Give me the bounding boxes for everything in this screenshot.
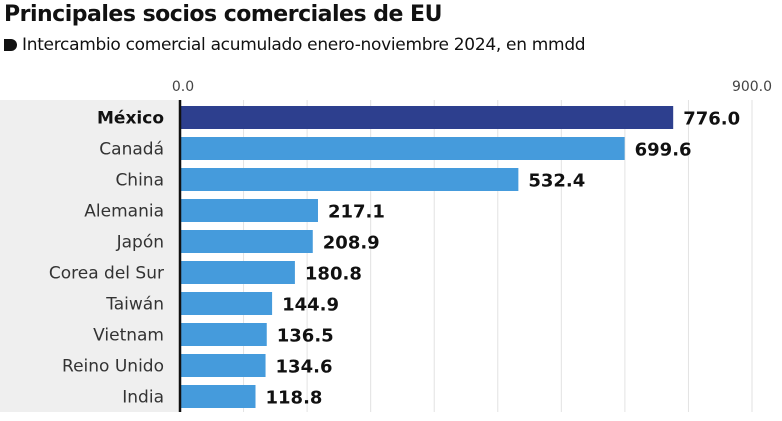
bar: [180, 323, 267, 346]
category-label: Reino Unido: [62, 357, 164, 377]
bar: [180, 137, 625, 160]
label-background: [0, 100, 180, 412]
value-label: 134.6: [276, 357, 333, 378]
category-label: Alemania: [84, 202, 164, 222]
value-label: 144.9: [282, 295, 339, 316]
x-tick-label: 900.0: [732, 79, 772, 95]
category-label: Corea del Sur: [49, 264, 164, 284]
category-label: India: [122, 388, 164, 408]
category-label: Taiwán: [105, 295, 164, 315]
value-label: 699.6: [635, 140, 692, 161]
bar: [180, 261, 295, 284]
chart-title: Principales socios comerciales de EU: [4, 2, 442, 27]
bar: [180, 230, 313, 253]
category-label: China: [115, 171, 164, 191]
category-label: Japón: [116, 233, 164, 253]
bar: [180, 292, 273, 315]
value-label: 217.1: [328, 202, 385, 223]
bullet-icon: [4, 39, 17, 51]
value-label: 180.8: [305, 264, 362, 285]
subtitle-text: Intercambio comercial acumulado enero-no…: [22, 35, 586, 55]
bar: [180, 385, 256, 408]
category-label: Vietnam: [93, 326, 164, 346]
bar: [180, 199, 318, 222]
value-label: 118.8: [266, 388, 323, 409]
category-label: Canadá: [99, 140, 164, 160]
value-label: 532.4: [528, 171, 585, 192]
x-tick-label: 0.0: [172, 79, 194, 95]
chart-subtitle: Intercambio comercial acumulado enero-no…: [4, 35, 586, 55]
value-label: 208.9: [323, 233, 380, 254]
category-label: México: [97, 109, 164, 129]
value-label: 776.0: [683, 109, 740, 130]
bar: [180, 106, 674, 129]
bar: [180, 168, 519, 191]
bar: [180, 354, 266, 377]
value-label: 136.5: [277, 326, 334, 347]
